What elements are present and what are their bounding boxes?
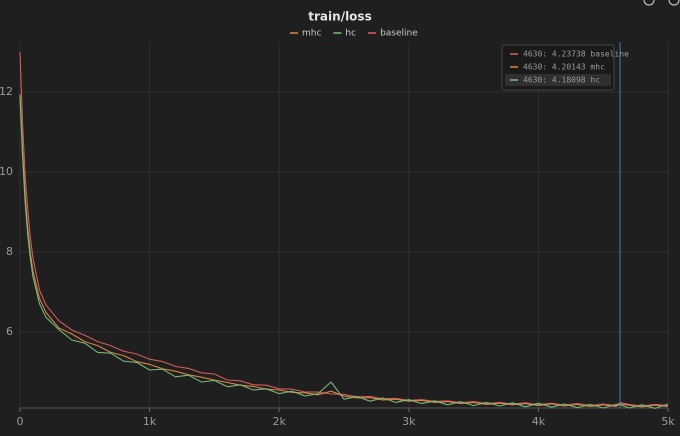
chart-title: train/loss: [308, 10, 371, 24]
y-tick-label: 12: [0, 85, 13, 98]
x-tick-label: 4k: [532, 415, 546, 428]
x-tick-label: 5k: [661, 415, 675, 428]
y-tick-label: 6: [6, 325, 13, 338]
x-tick-label: 1k: [143, 415, 157, 428]
legend-label: mhc: [302, 29, 321, 39]
legend: mhc hc baseline: [290, 29, 418, 39]
tooltip-entry: 4630: 4.18098 hc: [523, 76, 600, 85]
icon-part[interactable]: [643, 0, 655, 6]
tooltip-entry: 4630: 4.23738 baseline: [523, 50, 629, 59]
x-tick-label: 3k: [402, 415, 416, 428]
y-tick-label: 8: [6, 245, 13, 258]
tooltip-highlight: [505, 74, 611, 86]
x-tick-label: 0: [17, 415, 24, 428]
x-tick-label: 2k: [273, 415, 287, 428]
legend-label: baseline: [380, 29, 418, 39]
toolbar-icon[interactable]: [643, 0, 680, 6]
tooltip-entry: 4630: 4.20143 mhc: [523, 63, 605, 72]
icon-part[interactable]: [668, 0, 680, 6]
tooltip: 4630: 4.23738 baseline 4630: 4.20143 mhc 4…: [501, 44, 629, 91]
legend-label: hc: [345, 29, 356, 39]
series-line: [19, 95, 669, 409]
y-tick-label: 10: [0, 165, 13, 178]
